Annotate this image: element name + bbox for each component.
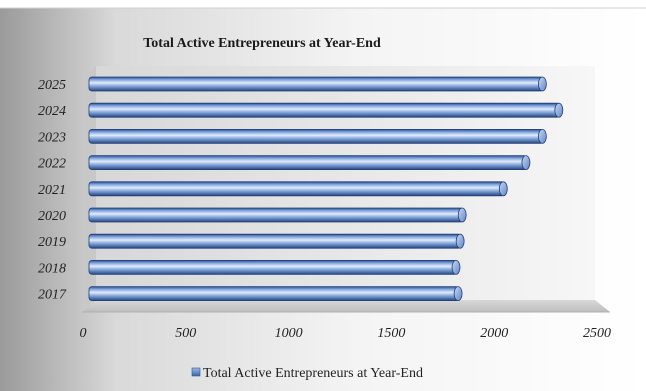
- bar-2022: [88, 155, 531, 171]
- bars-layer: [88, 76, 564, 302]
- x-tick-label-1500: 1500: [377, 326, 405, 341]
- x-tick-label-0: 0: [80, 326, 87, 341]
- bar-body-2023: [88, 128, 544, 144]
- plot-floor: [82, 300, 610, 312]
- bar-2018: [88, 259, 461, 275]
- bar-body-2024: [88, 102, 561, 118]
- x-tick-label-1000: 1000: [275, 326, 303, 341]
- bar-body-2025: [88, 76, 544, 92]
- bar-cap-2017: [453, 286, 463, 302]
- category-label-2021: 2021: [38, 183, 66, 198]
- bar-body-2019: [88, 233, 462, 249]
- category-label-2023: 2023: [38, 130, 66, 145]
- bar-body-2022: [88, 155, 528, 171]
- chart-title: Total Active Entrepreneurs at Year-End: [143, 36, 381, 51]
- legend-label: Total Active Entrepreneurs at Year-End: [203, 366, 423, 381]
- bar-cap-2023: [537, 128, 547, 144]
- category-label-2025: 2025: [38, 78, 66, 93]
- bar-cap-2024: [554, 102, 564, 118]
- x-tick-label-2000: 2000: [480, 326, 508, 341]
- legend: Total Active Entrepreneurs at Year-End: [191, 366, 423, 381]
- bar-cap-2022: [521, 155, 531, 171]
- bar-cap-2020: [457, 207, 467, 223]
- category-label-2020: 2020: [38, 209, 66, 224]
- bar-cap-2018: [451, 259, 461, 275]
- bar-body-2018: [88, 259, 458, 275]
- category-label-2022: 2022: [38, 157, 66, 172]
- category-label-2017: 2017: [38, 288, 67, 303]
- legend-swatch: [191, 367, 201, 377]
- category-label-2024: 2024: [38, 104, 66, 119]
- bar-cap-2025: [537, 76, 547, 92]
- bar-2025: [88, 76, 547, 92]
- category-axis: 2025 2024 2023 2022 2021 2020 2019 2018 2017: [38, 78, 67, 303]
- category-label-2018: 2018: [38, 261, 66, 276]
- bar-2023: [88, 128, 547, 144]
- x-tick-label-2500: 2500: [583, 326, 611, 341]
- x-tick-label-500: 500: [175, 326, 196, 341]
- bar-cap-2019: [455, 233, 465, 249]
- value-axis: 0 500 1000 1500 2000 2500: [80, 326, 612, 341]
- bar-body-2020: [88, 207, 464, 223]
- bar-body-2021: [88, 181, 505, 197]
- bar-body-2017: [88, 286, 460, 302]
- category-label-2019: 2019: [38, 235, 66, 250]
- bar-2021: [88, 181, 508, 197]
- bar-2024: [88, 102, 564, 118]
- bar-2017: [88, 286, 463, 302]
- bar-cap-2021: [498, 181, 508, 197]
- bar-2019: [88, 233, 465, 249]
- bar-2020: [88, 207, 467, 223]
